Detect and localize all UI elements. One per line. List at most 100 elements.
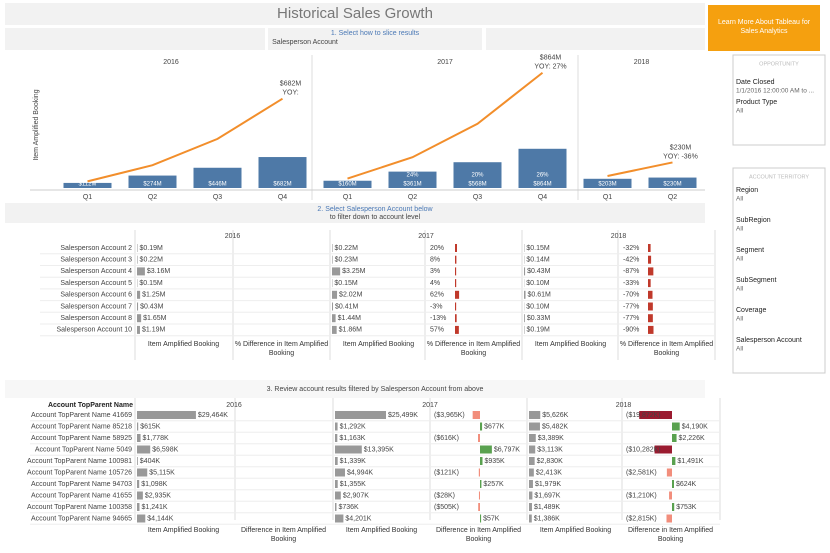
booking-bar [137, 422, 139, 431]
bar-label: $230M [663, 182, 681, 188]
year-header: 2017 [418, 233, 434, 240]
row-label[interactable]: Salesperson Account 7 [60, 303, 132, 310]
diff-label: $677K [484, 423, 505, 430]
filter-value[interactable]: 1/1/2016 12:00:00 AM to ... [736, 88, 814, 95]
year-header: 2017 [437, 59, 453, 66]
booking-label: $4,144K [147, 515, 173, 522]
growth-label: 26% [536, 173, 549, 179]
booking-label: $0.14M [526, 257, 550, 264]
booking-label: $1,241K [141, 504, 167, 511]
annotation: $864M [540, 55, 562, 62]
booking-label: $1.25M [142, 292, 166, 299]
row-label[interactable]: Salesperson Account 4 [60, 268, 132, 275]
filter-label: SubSegment [736, 277, 777, 284]
filter-value[interactable]: All [736, 346, 744, 353]
diff-bar [648, 279, 651, 288]
booking-label: $3,113K [537, 446, 563, 453]
year-header: 2017 [422, 402, 438, 409]
filter-value[interactable]: All [736, 226, 744, 233]
diff-bar [648, 255, 652, 264]
diff-bar [455, 279, 457, 288]
diff-bar [480, 422, 483, 431]
row-label[interactable]: Salesperson Account 10 [57, 327, 133, 334]
annotation: YOY: 27% [534, 64, 566, 71]
diff-label: -32% [623, 245, 639, 252]
bar-label: $446M [208, 182, 226, 188]
row-label[interactable]: Account TopParent Name 94665 [31, 515, 132, 522]
diff-label: -77% [623, 315, 639, 322]
diff-bar [478, 468, 480, 477]
x-tick-label: Q1 [343, 194, 352, 201]
booking-label: $1,778K [143, 435, 169, 442]
diff-bar [672, 503, 675, 511]
filter-label: Coverage [736, 307, 766, 314]
row-header: Account TopParent Name [48, 402, 133, 409]
row-label[interactable]: Account TopParent Name 100981 [27, 458, 132, 465]
booking-bar [332, 244, 333, 252]
booking-label: $2,935K [145, 492, 171, 499]
row-label[interactable]: Salesperson Account 8 [60, 315, 132, 322]
row-label[interactable]: Account TopParent Name 105726 [27, 469, 132, 476]
diff-bar [666, 514, 672, 523]
diff-label: $1,491K [677, 458, 703, 465]
row-label[interactable]: Account TopParent Name 58925 [31, 435, 132, 442]
diff-bar [672, 422, 680, 431]
diff-label: 8% [430, 257, 440, 264]
diff-bar [669, 491, 672, 500]
booking-bar [524, 290, 526, 299]
booking-label: $29,464K [198, 412, 228, 419]
year-header: 2018 [611, 233, 627, 240]
booking-label: $6,598K [152, 446, 178, 453]
row-label[interactable]: Salesperson Account 2 [60, 245, 132, 252]
row-label[interactable]: Account TopParent Name 5049 [35, 446, 132, 453]
diff-bar [455, 244, 457, 252]
booking-label: $5,115K [149, 469, 175, 476]
row-label[interactable]: Account TopParent Name 85218 [31, 423, 132, 430]
row-label[interactable]: Salesperson Account 6 [60, 292, 132, 299]
booking-label: $1,163K [339, 435, 365, 442]
row-label[interactable]: Account TopParent Name 41655 [31, 492, 132, 499]
bar-label: $361M [403, 182, 421, 188]
row-label[interactable]: Salesperson Account 3 [60, 257, 132, 264]
year-header: 2016 [226, 402, 242, 409]
filter-value[interactable]: All [736, 256, 744, 263]
booking-bar [529, 422, 540, 431]
slice-box[interactable] [268, 28, 482, 50]
learn-more-button[interactable] [708, 5, 820, 51]
booking-label: $1,292K [340, 423, 366, 430]
diff-label: ($616K) [434, 435, 459, 442]
year-header: 2018 [616, 402, 632, 409]
row-label[interactable]: Account TopParent Name 41669 [31, 412, 132, 419]
booking-bar [335, 468, 345, 477]
filter-value[interactable]: All [736, 286, 744, 293]
diff-label: ($19,872K) [626, 412, 661, 419]
row-label[interactable]: Salesperson Account 5 [60, 280, 132, 287]
title-bar [5, 3, 705, 25]
learn-more-text[interactable]: Learn More About Tableau for Sales Analy… [717, 19, 811, 35]
booking-label: $1.86M [339, 327, 363, 334]
diff-bar [455, 325, 459, 334]
column-label: Item Amplified Booking [147, 341, 220, 348]
row-label[interactable]: Account TopParent Name 100358 [27, 504, 132, 511]
slice-value[interactable]: Salesperson Account [272, 39, 338, 46]
diff-bar [672, 434, 677, 442]
booking-bar [137, 314, 142, 323]
diff-label: ($28K) [434, 492, 455, 499]
diff-label: $6,797K [494, 446, 520, 453]
filter-label: SubRegion [736, 217, 771, 224]
booking-label: $0.10M [526, 280, 550, 287]
title: Historical Sales Growth [277, 5, 433, 22]
diff-label: ($2,815K) [626, 515, 657, 522]
x-tick-label: Q3 [213, 194, 222, 201]
booking-label: $736K [338, 504, 359, 511]
booking-bar [137, 468, 148, 477]
booking-bar [137, 255, 138, 264]
step3-bar [5, 380, 705, 398]
filter-value[interactable]: All [736, 196, 744, 203]
x-tick-label: Q2 [148, 194, 157, 201]
filter-value[interactable]: All [736, 316, 744, 323]
row-label[interactable]: Account TopParent Name 94703 [31, 481, 132, 488]
booking-label: $0.19M [139, 245, 163, 252]
filter-value[interactable]: All [736, 108, 744, 115]
x-tick-label: Q4 [538, 194, 547, 201]
